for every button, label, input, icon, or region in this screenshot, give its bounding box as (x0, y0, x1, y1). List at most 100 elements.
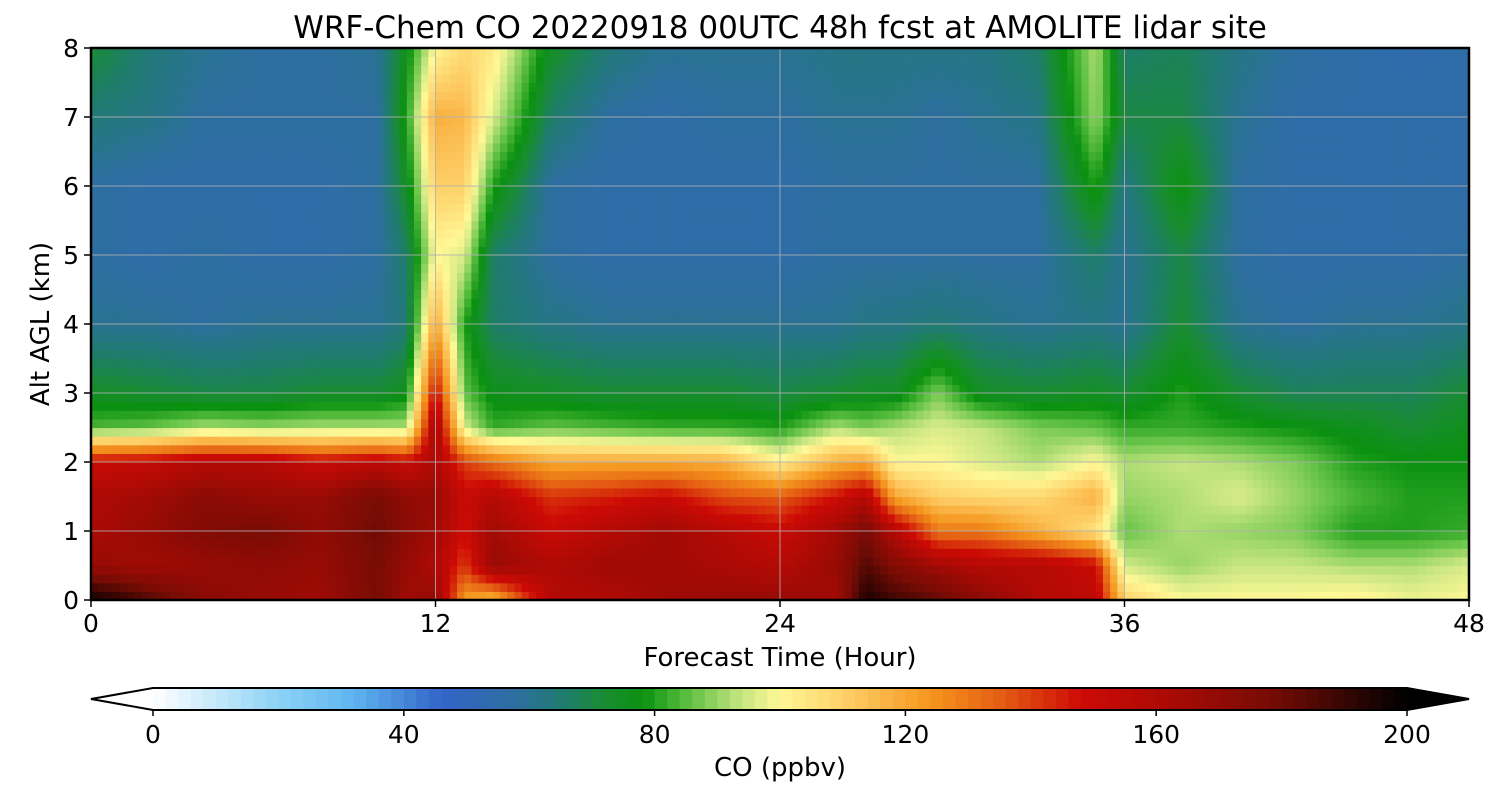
heatmap-cell (141, 548, 150, 558)
heatmap-cell (564, 73, 573, 84)
heatmap-cell (248, 186, 257, 196)
heatmap-cell (557, 375, 566, 385)
heatmap-cell (464, 237, 472, 247)
heatmap-cell (492, 410, 501, 420)
heatmap-cell (399, 375, 408, 385)
heatmap-cell (478, 410, 487, 420)
heatmap-cell (399, 401, 408, 411)
heatmap-cell (485, 108, 494, 118)
heatmap-cell (191, 134, 200, 144)
heatmap-cell (227, 99, 236, 109)
heatmap-cell (471, 56, 480, 66)
heatmap-cell (234, 48, 243, 58)
heatmap-cell (256, 375, 264, 385)
heatmap-cell (126, 324, 135, 334)
heatmap-cell (105, 255, 114, 265)
heatmap-cell (126, 255, 135, 265)
heatmap-cell (607, 487, 616, 498)
heatmap-cell (535, 548, 544, 558)
heatmap-cell (442, 289, 451, 299)
heatmap-cell (227, 436, 236, 446)
heatmap-cell (593, 272, 602, 282)
heatmap-cell (385, 272, 394, 282)
heatmap-cell (629, 513, 638, 523)
heatmap-cell (492, 186, 501, 196)
heatmap-cell (148, 349, 157, 360)
heatmap-cell (586, 289, 594, 299)
heatmap-cell (550, 332, 559, 342)
heatmap-cell (421, 298, 429, 308)
heatmap-cell (155, 255, 164, 265)
heatmap-cell (241, 324, 250, 334)
heatmap-cell (91, 591, 99, 600)
heatmap-cell (184, 418, 193, 429)
heatmap-cell (500, 194, 508, 204)
heatmap-cell (141, 349, 150, 360)
heatmap-cell (528, 91, 537, 101)
heatmap-cell (571, 582, 580, 592)
heatmap-cell (492, 91, 501, 101)
heatmap-cell (643, 548, 652, 558)
heatmap-cell (148, 203, 157, 213)
heatmap-cell (335, 177, 343, 187)
heatmap-cell (112, 418, 121, 429)
heatmap-cell (485, 324, 494, 334)
heatmap-cell (134, 177, 142, 187)
heatmap-cell (363, 513, 372, 523)
heatmap-cell (385, 513, 394, 523)
heatmap-cell (471, 65, 480, 75)
heatmap-cell (356, 427, 365, 437)
heatmap-cell (442, 315, 451, 325)
heatmap-cell (507, 229, 516, 239)
heatmap-cell (98, 108, 106, 118)
heatmap-cell (492, 229, 501, 239)
heatmap-cell (550, 65, 559, 75)
heatmap-cell (636, 48, 645, 58)
heatmap-cell (284, 56, 293, 66)
heatmap-cell (521, 436, 530, 446)
heatmap-cell (370, 91, 379, 101)
heatmap-cell (248, 56, 257, 66)
heatmap-cell (256, 548, 264, 558)
heatmap-cell (586, 315, 594, 325)
heatmap-cell (385, 263, 394, 273)
heatmap-cell (205, 505, 214, 515)
heatmap-cell (270, 48, 279, 58)
heatmap-cell (363, 272, 372, 282)
heatmap-cell (263, 341, 272, 351)
heatmap-cell (177, 99, 185, 109)
heatmap-cell (643, 505, 652, 515)
heatmap-cell (535, 108, 544, 118)
heatmap-cell (248, 462, 257, 472)
heatmap-cell (349, 332, 358, 342)
heatmap-cell (177, 160, 185, 170)
heatmap-cell (248, 151, 257, 161)
heatmap-cell (248, 393, 257, 403)
heatmap-cell (198, 531, 207, 541)
heatmap-cell (622, 151, 630, 161)
heatmap-cell (485, 505, 494, 515)
heatmap-cell (370, 186, 379, 196)
heatmap-cell (263, 298, 272, 308)
heatmap-cell (148, 91, 157, 101)
heatmap-cell (256, 522, 264, 532)
heatmap-cell (263, 168, 272, 178)
heatmap-cell (284, 237, 293, 247)
heatmap-cell (564, 539, 573, 549)
heatmap-cell (406, 470, 415, 480)
heatmap-cell (535, 280, 544, 291)
heatmap-cell (457, 306, 465, 316)
heatmap-cell (492, 315, 501, 325)
heatmap-cell (600, 56, 609, 66)
heatmap-cell (579, 591, 587, 600)
heatmap-cell (500, 556, 508, 567)
heatmap-cell (227, 332, 236, 342)
heatmap-cell (607, 306, 616, 316)
heatmap-cell (184, 539, 193, 549)
heatmap-cell (392, 418, 401, 429)
heatmap-cell (177, 151, 185, 161)
heatmap-cell (643, 151, 652, 161)
heatmap-cell (313, 565, 322, 575)
heatmap-cell (550, 358, 559, 368)
heatmap-cell (385, 548, 394, 558)
